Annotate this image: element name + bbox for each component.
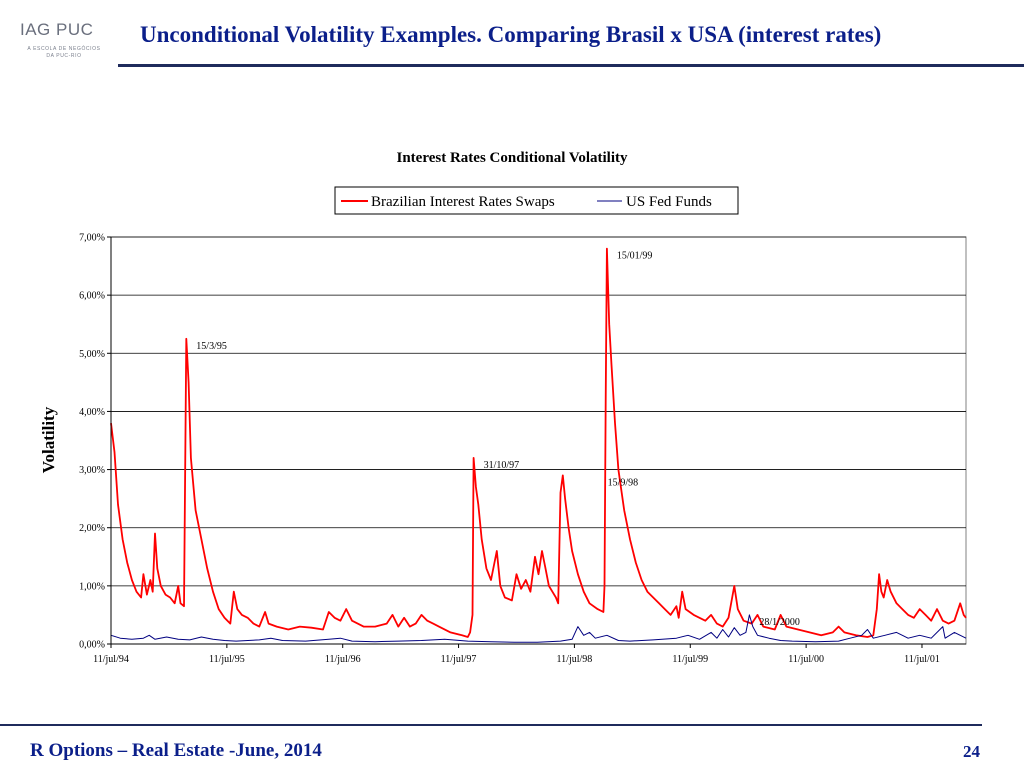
y-tick-label: 2,00%: [79, 523, 105, 534]
x-tick-label: 11/jul/97: [441, 654, 477, 665]
legend-label-brazil: Brazilian Interest Rates Swaps: [371, 194, 555, 210]
y-tick-label: 6,00%: [79, 291, 105, 302]
chart-title: Interest Rates Conditional Volatility: [397, 150, 628, 166]
annotations: 15/3/95 31/10/97 15/9/98 15/01/99 28/1/2000: [196, 251, 800, 628]
x-tick-label: 11/jul/99: [672, 654, 708, 665]
series-line-us: [110, 614, 967, 643]
x-tick-label: 11/jul/95: [209, 654, 245, 665]
legend-box: [334, 186, 739, 215]
iag-puc-logo: IAG PUC A ESCOLA DE NEGÓCIOS DA PUC-RIO: [14, 12, 124, 64]
annotation-label: 28/1/2000: [759, 617, 800, 628]
volatility-chart: Interest Rates Conditional Volatility Br…: [39, 150, 967, 665]
footer-text: R Options – Real Estate -June, 2014: [30, 740, 322, 761]
slide-title: Unconditional Volatility Examples. Compa…: [140, 22, 882, 47]
series-line-brazil: [110, 247, 967, 638]
legend: Brazilian Interest Rates Swaps US Fed Fu…: [334, 186, 739, 215]
annotation-label: 15/9/98: [608, 477, 639, 488]
x-tick-label: 11/jul/94: [93, 654, 129, 665]
y-tick-label: 3,00%: [79, 465, 105, 476]
x-tick-label: 11/jul/98: [557, 654, 593, 665]
y-tick-label: 1,00%: [79, 581, 105, 592]
y-tick-label: 5,00%: [79, 349, 105, 360]
annotation-label: 15/3/95: [196, 341, 227, 352]
logo-subtitle-line-2: DA PUC-RIO: [46, 53, 82, 59]
footer-divider: [0, 724, 982, 726]
annotation-label: 31/10/97: [484, 460, 520, 471]
y-tick-label: 4,00%: [79, 407, 105, 418]
y-axis-label: Volatility: [39, 406, 58, 473]
gridlines: [111, 236, 966, 587]
y-tick-label: 0,00%: [79, 640, 105, 651]
legend-label-us: US Fed Funds: [626, 194, 712, 210]
y-axis-ticks: 0,00% 1,00% 2,00% 3,00% 4,00% 5,00% 6,00% 7,00%: [79, 233, 111, 651]
x-tick-label: 11/jul/00: [788, 654, 824, 665]
page-number: 24: [963, 742, 980, 761]
logo-subtitle-line-1: A ESCOLA DE NEGÓCIOS: [27, 46, 101, 52]
header-divider: [118, 64, 1024, 67]
x-axis-ticks: 11/jul/94 11/jul/95 11/jul/96 11/jul/97 11/j…: [93, 644, 940, 665]
x-tick-label: 11/jul/01: [904, 654, 940, 665]
y-tick-label: 7,00%: [79, 233, 105, 244]
plot-area: [110, 236, 967, 645]
logo-main-text: IAG PUC: [20, 20, 94, 39]
x-tick-label: 11/jul/96: [325, 654, 361, 665]
series-lines: [110, 247, 967, 643]
annotation-label: 15/01/99: [617, 251, 653, 262]
